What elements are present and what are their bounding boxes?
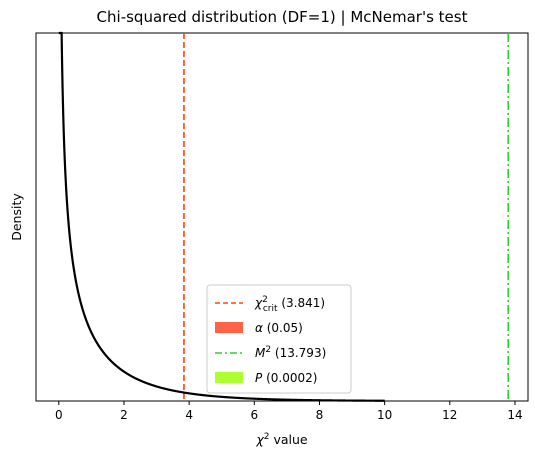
legend-symbol: M: [255, 346, 266, 360]
legend: χ2 crit (3.841)α (0.05)M2 (13.793)P (0.00…: [206, 284, 352, 394]
legend-label: α (0.05): [255, 321, 303, 335]
plot-area: [35, 31, 529, 402]
legend-label: χ2 crit (3.841): [254, 295, 325, 314]
x-axis-label: χ2 value: [255, 432, 308, 447]
legend-label: P (0.0002): [255, 371, 317, 385]
x-axis-label-sup: 2: [264, 432, 270, 442]
legend-value: (0.05): [263, 321, 303, 335]
legend-symbol: α: [255, 321, 263, 335]
legend-symbol: χ: [254, 296, 263, 310]
x-tick-label: 8: [316, 408, 324, 422]
x-axis-label-rest: value: [270, 432, 308, 447]
x-tick-label: 10: [377, 408, 392, 422]
density-curve: [58, 31, 385, 402]
x-tick-label: 14: [507, 408, 522, 422]
legend-sup: 2: [265, 345, 271, 355]
chart-title: Chi-squared distribution (DF=1) | McNema…: [97, 8, 468, 26]
legend-symbol: P: [255, 371, 263, 385]
lines-layer: [183, 33, 510, 401]
x-tick-label: 6: [250, 408, 258, 422]
x-axis-ticks: 0 2 4 6 8 10 12 14: [55, 401, 523, 422]
legend-sub: crit: [263, 304, 278, 314]
x-tick-label: 2: [120, 408, 128, 422]
legend-item-m2: M2 (13.793): [215, 345, 326, 360]
x-axis-label-base: χ: [255, 432, 264, 447]
legend-value: (0.0002): [262, 371, 317, 385]
x-tick-label: 4: [185, 408, 193, 422]
x-tick-label: 0: [55, 408, 63, 422]
legend-value: (3.841): [278, 296, 326, 310]
legend-label: M2 (13.793): [255, 345, 326, 360]
legend-value: (13.793): [271, 346, 326, 360]
legend-swatch: [215, 372, 243, 383]
plot-frame: [35, 32, 529, 402]
legend-swatch: [215, 322, 243, 333]
legend-item-crit: χ2 crit (3.841): [215, 295, 325, 314]
x-tick-label: 12: [442, 408, 457, 422]
legend-item-p: P (0.0002): [215, 371, 317, 385]
legend-items: χ2 crit (3.841)α (0.05)M2 (13.793)P (0.00…: [215, 295, 326, 385]
y-axis-label: Density: [9, 193, 24, 241]
legend-sup: 2: [262, 295, 268, 305]
legend-item-alpha: α (0.05): [215, 321, 303, 335]
legend-box: [206, 284, 352, 394]
